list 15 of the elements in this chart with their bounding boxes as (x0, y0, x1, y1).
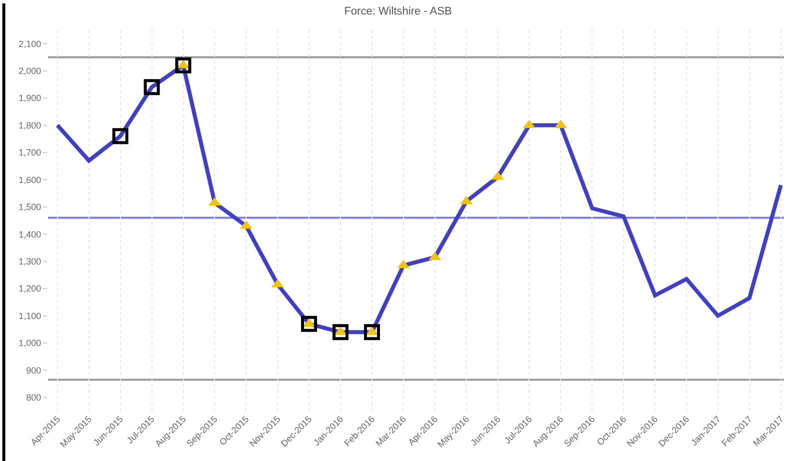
y-tick-label: 1,100 (18, 310, 42, 321)
y-tick-label: 1,200 (18, 284, 42, 294)
y-tick-label: 2,100 (18, 38, 42, 49)
y-tick-label: 800 (26, 392, 42, 403)
y-tick-label: 1,900 (18, 93, 42, 104)
y-tick-label: 2,000 (18, 66, 42, 76)
y-tick-label: 1,600 (18, 174, 42, 185)
y-tick-label: 1,400 (18, 229, 42, 240)
chart-title: Force: Wiltshire - ASB (344, 6, 452, 18)
y-tick-label: 1,300 (18, 256, 42, 266)
y-tick-label: 1,800 (18, 120, 42, 130)
y-tick-label: 900 (26, 365, 42, 376)
y-tick-label: 1,500 (18, 202, 42, 212)
y-tick-label: 1,700 (18, 148, 42, 158)
y-tick-label: 1,000 (18, 338, 42, 348)
